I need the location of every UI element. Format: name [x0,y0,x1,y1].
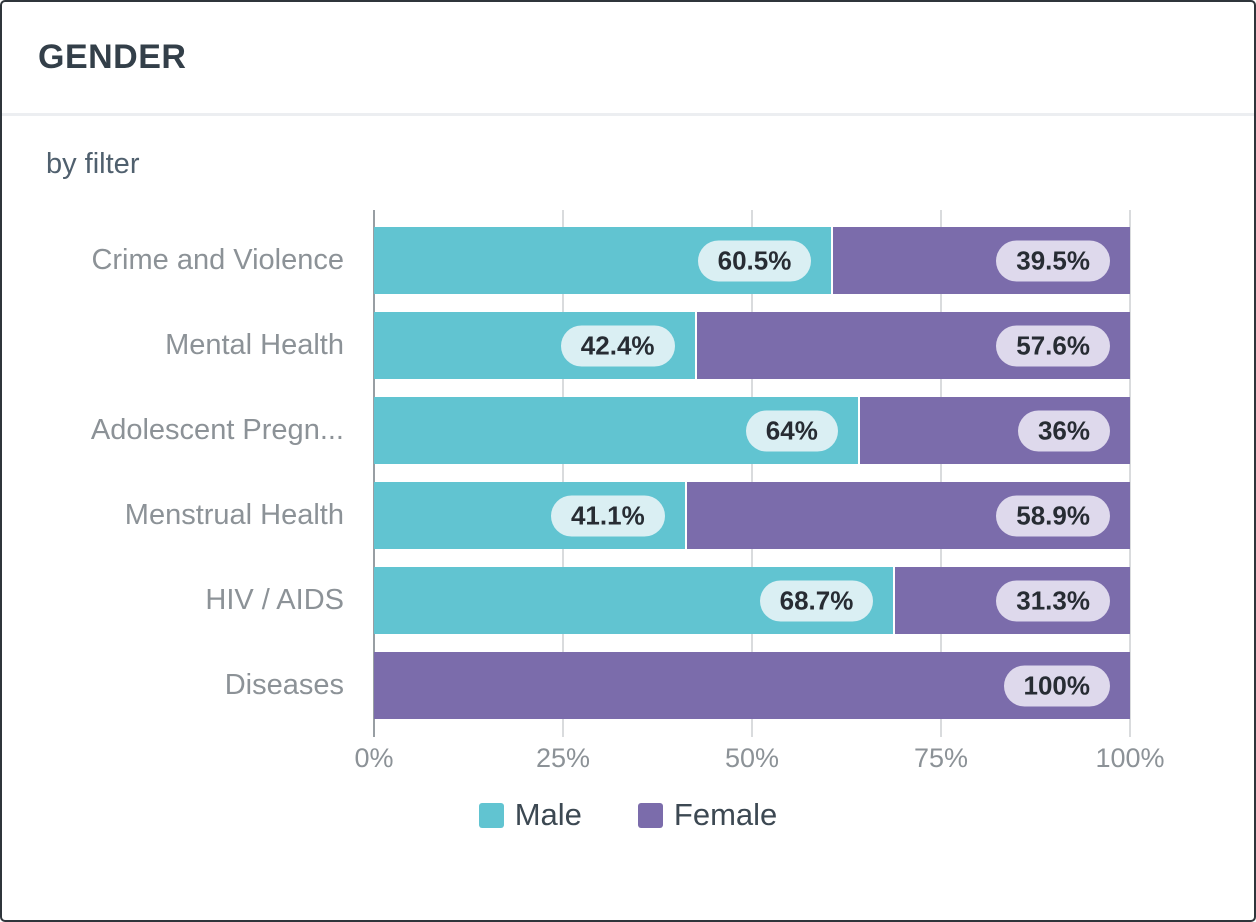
chart-subtitle: by filter [46,148,140,180]
value-label: 100% [1003,665,1110,706]
page-title: GENDER [38,38,187,76]
gridline [940,210,942,737]
plot-area: Crime and Violence 60.5% 39.5% Mental Healt… [2,210,1254,737]
gender-chart: Crime and Violence 60.5% 39.5% Mental Healt… [2,210,1254,833]
legend-label: Female [673,797,778,832]
chart-row: Crime and Violence 60.5% 39.5% [2,227,1254,294]
bar-segment-male[interactable]: 64% [374,397,858,464]
value-label: 57.6% [996,325,1110,366]
bar-track: 100% [374,652,1130,719]
category-label: Adolescent Pregn... [90,414,344,446]
value-label: 42.4% [560,325,675,366]
value-label: 36% [1017,410,1110,451]
chart-row: Menstrual Health 41.1% 58.9% [2,482,1254,549]
y-axis-line [373,210,375,737]
category-label: Diseases [224,669,344,701]
bar-track: 42.4% 57.6% [374,312,1130,379]
value-label: 64% [745,410,838,451]
value-label: 41.1% [550,495,665,536]
category-label: Mental Health [165,329,344,361]
bar-segment-male[interactable]: 68.7% [374,567,894,634]
x-tick-label: 100% [1095,743,1165,773]
value-label: 58.9% [996,495,1110,536]
value-label: 68.7% [759,580,874,621]
card-header: GENDER [2,2,1254,116]
bar-track: 68.7% 31.3% [374,567,1130,634]
category-label: Menstrual Health [124,499,344,531]
x-tick-label: 0% [354,743,394,773]
chart-row: Mental Health 42.4% 57.6% [2,312,1254,379]
category-label: Crime and Violence [91,244,344,276]
bar-segment-female[interactable]: 58.9% [684,482,1130,549]
legend-swatch-male [478,802,504,828]
gridline [1129,210,1131,737]
bar-segment-female[interactable]: 39.5% [831,227,1130,294]
gridline [751,210,753,737]
legend-label: Male [514,797,582,832]
value-label: 60.5% [697,240,812,281]
bar-track: 64% 36% [374,397,1130,464]
bar-segment-male[interactable]: 42.4% [374,312,695,379]
x-tick-label: 75% [913,743,969,773]
legend-item-male[interactable]: Male [478,797,582,833]
value-label: 31.3% [996,580,1110,621]
x-tick-label: 50% [724,743,780,773]
chart-rows: Crime and Violence 60.5% 39.5% Mental Healt… [2,210,1254,719]
bar-segment-female[interactable]: 36% [857,397,1130,464]
x-tick-label: 25% [535,743,591,773]
grid-layer [373,210,1131,737]
gridline [562,210,564,737]
chart-row: Diseases 100% [2,652,1254,719]
value-label: 39.5% [996,240,1110,281]
chart-row: Adolescent Pregn... 64% 36% [2,397,1254,464]
bar-segment-female[interactable]: 57.6% [694,312,1130,379]
bar-track: 60.5% 39.5% [374,227,1130,294]
x-axis: 0% 25% 50% 75% 100% [354,737,1164,793]
chart-row: HIV / AIDS 68.7% 31.3% [2,567,1254,634]
chart-legend: Male Female [2,797,1254,833]
bar-segment-female[interactable]: 100% [374,652,1130,719]
bar-segment-female[interactable]: 31.3% [893,567,1130,634]
bar-segment-male[interactable]: 41.1% [374,482,685,549]
bar-segment-male[interactable]: 60.5% [374,227,832,294]
category-label: HIV / AIDS [205,584,344,616]
legend-swatch-female [637,802,663,828]
legend-item-female[interactable]: Female [637,797,778,833]
bar-track: 41.1% 58.9% [374,482,1130,549]
